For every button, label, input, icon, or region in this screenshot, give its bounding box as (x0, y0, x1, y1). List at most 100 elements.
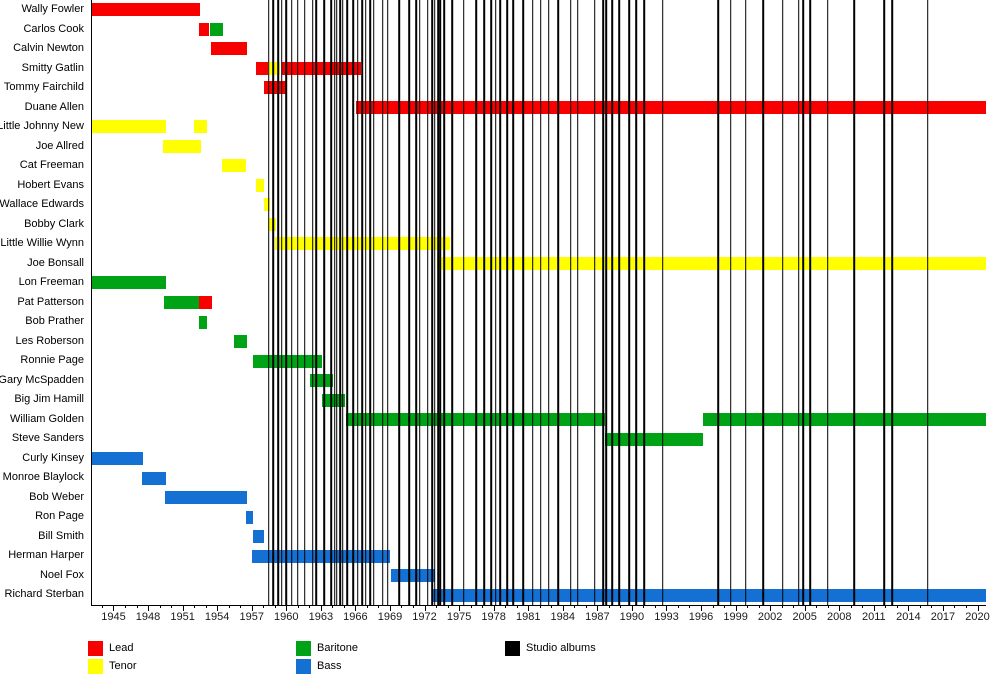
studio-album-line (433, 0, 436, 605)
x-tick (366, 605, 368, 608)
studio-album-line (296, 0, 299, 605)
x-tick (297, 605, 299, 608)
studio-album-line (506, 0, 509, 605)
member-label: Joe Allred (35, 139, 84, 152)
timeline-bar-baritone (164, 296, 199, 309)
timeline-bar-bass (92, 452, 144, 466)
x-tick (505, 605, 507, 608)
studio-album-line (427, 0, 429, 605)
x-tick (493, 605, 495, 611)
studio-album-line (280, 0, 283, 605)
studio-album-line (346, 0, 348, 605)
x-tick (816, 605, 818, 608)
x-tick-label: 1993 (654, 611, 679, 623)
timeline-bar-baritone (198, 315, 207, 329)
studio-album-line (569, 0, 572, 605)
x-tick-label: 2014 (896, 611, 921, 623)
x-tick-label: 1963 (308, 611, 334, 623)
x-tick (447, 605, 449, 608)
timeline-bar-baritone (210, 22, 223, 36)
x-tick-label: 1987 (585, 611, 610, 623)
studio-album-line (437, 0, 439, 605)
studio-album-line (635, 0, 638, 605)
x-tick-label: 1954 (204, 611, 230, 623)
studio-album-line (382, 0, 384, 605)
x-tick (217, 605, 219, 611)
timeline-bar-bass (432, 588, 986, 602)
x-tick (701, 605, 703, 611)
x-tick-label: 1957 (239, 611, 264, 623)
member-labels: Wally Fowler Carlos Cook Calvin Newton Smit… (0, 0, 86, 605)
x-tick (401, 605, 403, 608)
studio-album-line (398, 0, 400, 605)
x-tick (251, 605, 253, 611)
studio-album-line (356, 0, 359, 605)
x-tick (332, 605, 334, 608)
x-tick-label: 2002 (757, 611, 783, 623)
timeline-bar-lead (256, 61, 268, 75)
x-tick (148, 605, 150, 611)
timeline-bar-bass (142, 471, 167, 485)
x-tick (562, 605, 564, 611)
x-tick-label: 2017 (930, 611, 956, 623)
timeline-bar-lead (264, 81, 287, 95)
studio-album-line (762, 0, 764, 605)
legend-swatch (88, 641, 103, 656)
x-tick (608, 605, 610, 608)
x-tick-label: 1981 (515, 611, 541, 623)
member-label: Noel Fox (39, 568, 84, 581)
x-tick (770, 605, 772, 611)
studio-album-line (268, 0, 270, 605)
member-label: Les Roberson (15, 334, 85, 347)
member-label: Calvin Newton (13, 42, 84, 55)
x-tick (320, 605, 322, 611)
timeline-bar-tenor (193, 120, 207, 134)
member-label: Little Willie Wynn (0, 237, 84, 250)
x-tick (424, 605, 426, 611)
timeline-bar-baritone (703, 413, 986, 427)
x-tick (286, 605, 288, 611)
timeline-bar-tenor (264, 198, 270, 212)
studio-album-line (291, 0, 293, 605)
studio-album-line (809, 0, 812, 605)
x-tick (389, 605, 391, 611)
x-tick (470, 605, 472, 608)
studio-album-line (781, 0, 784, 605)
studio-album-line (499, 0, 502, 605)
timeline-bar-tenor (437, 256, 986, 270)
x-tick (585, 605, 587, 608)
member-label: Steve Sanders (11, 432, 84, 445)
x-tick (436, 605, 438, 608)
member-label: Hobert Evans (17, 178, 84, 191)
studio-album-line (341, 0, 344, 605)
studio-album-line (594, 0, 596, 605)
timeline-bar-baritone (321, 393, 345, 407)
studio-album-line (462, 0, 465, 605)
x-tick (827, 605, 829, 608)
legend-label: Tenor (109, 660, 137, 672)
x-tick (781, 605, 783, 608)
x-tick-label: 1999 (723, 611, 748, 623)
studio-album-line (303, 0, 306, 605)
x-tick (378, 605, 380, 608)
member-label: Bob Weber (29, 490, 84, 503)
legend-swatch (505, 641, 520, 656)
timeline-bar-tenor (268, 61, 281, 75)
member-label: Joe Bonsall (27, 256, 84, 269)
x-tick-label: 1960 (274, 611, 299, 623)
x-tick (551, 605, 553, 608)
member-label: Gary McSpadden (0, 373, 84, 386)
studio-album-line (323, 0, 325, 605)
studio-album-line (364, 0, 367, 605)
x-tick (343, 605, 345, 608)
member-label: Big Jim Hamill (14, 393, 84, 406)
studio-album-line (277, 0, 279, 605)
x-tick (908, 605, 910, 611)
studio-album-line (315, 0, 317, 605)
studio-album-line (285, 0, 287, 605)
timeline-bar-lead (211, 42, 247, 56)
studio-album-line (611, 0, 613, 605)
x-tick (309, 605, 311, 608)
studio-album-line (443, 0, 445, 605)
